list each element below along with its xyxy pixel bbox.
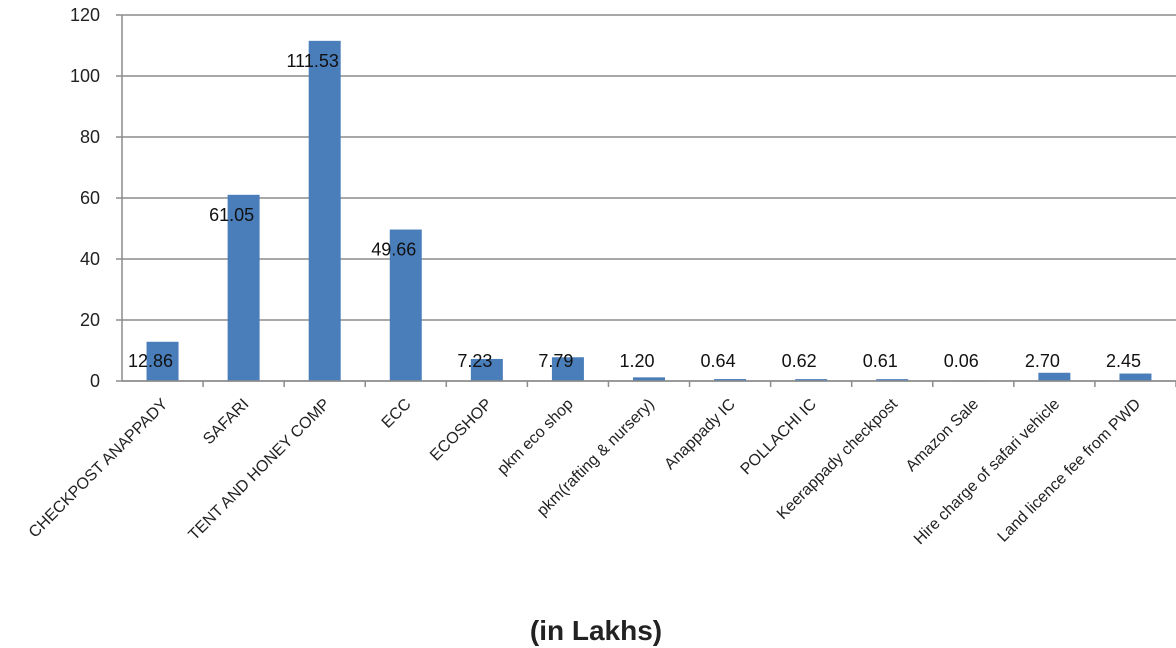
y-tick-label: 120: [70, 5, 100, 25]
bar: [714, 379, 747, 381]
data-label: 111.53: [286, 51, 338, 71]
data-label: 61.05: [209, 205, 254, 225]
gridlines: [122, 14, 1176, 382]
data-label: 0.64: [701, 351, 736, 371]
category-label: ECC: [379, 396, 415, 432]
category-label: TENT AND HONEY COMP: [186, 396, 334, 544]
y-axis: 0 20 40 60 80 100 120: [70, 5, 123, 391]
data-label: 7.23: [457, 351, 492, 371]
category-label: Land licence fee from PWD: [995, 396, 1145, 546]
y-tick-label: 100: [70, 66, 100, 86]
bar: [146, 341, 179, 381]
category-label: CHECKPOST ANAPPADY: [26, 396, 172, 542]
bar: [551, 357, 584, 381]
data-label: 0.06: [944, 351, 979, 371]
y-tick-label: 0: [90, 371, 100, 391]
y-tick-label: 20: [80, 310, 100, 330]
y-tick-label: 40: [80, 249, 100, 269]
category-label: pkm eco shop: [494, 396, 577, 479]
category-label: Hire charge of safari vehicle: [911, 396, 1063, 548]
bar: [227, 194, 260, 381]
data-label: 7.79: [538, 351, 573, 371]
category-label: Amazon Sale: [903, 396, 982, 475]
bar: [470, 358, 503, 381]
category-label: POLLACHI IC: [738, 396, 820, 478]
data-labels: 12.86 61.05 111.53 49.66 7.23 7.79 1.20 0.64 0.6…: [128, 51, 1141, 371]
y-tick-label: 60: [80, 188, 100, 208]
y-tick-label: 80: [80, 127, 100, 147]
bar: [1038, 372, 1071, 381]
bar: [1119, 373, 1152, 381]
bar: [389, 229, 422, 381]
bar: [633, 377, 665, 381]
bar: [876, 379, 909, 381]
bar: [308, 40, 341, 382]
bars: [146, 40, 1152, 382]
x-axis-title: (in Lakhs): [530, 615, 662, 646]
data-label: 12.86: [128, 351, 173, 371]
data-label: 1.20: [619, 351, 654, 371]
data-label: 2.70: [1025, 351, 1060, 371]
data-label: 0.61: [863, 351, 898, 371]
bar: [795, 379, 828, 381]
data-label: 0.62: [782, 351, 817, 371]
data-label: 2.45: [1106, 351, 1141, 371]
category-label: SAFARI: [200, 396, 252, 448]
category-label: Anappady IC: [661, 396, 738, 473]
category-label: ECOSHOP: [427, 396, 496, 465]
data-label: 49.66: [371, 240, 416, 260]
